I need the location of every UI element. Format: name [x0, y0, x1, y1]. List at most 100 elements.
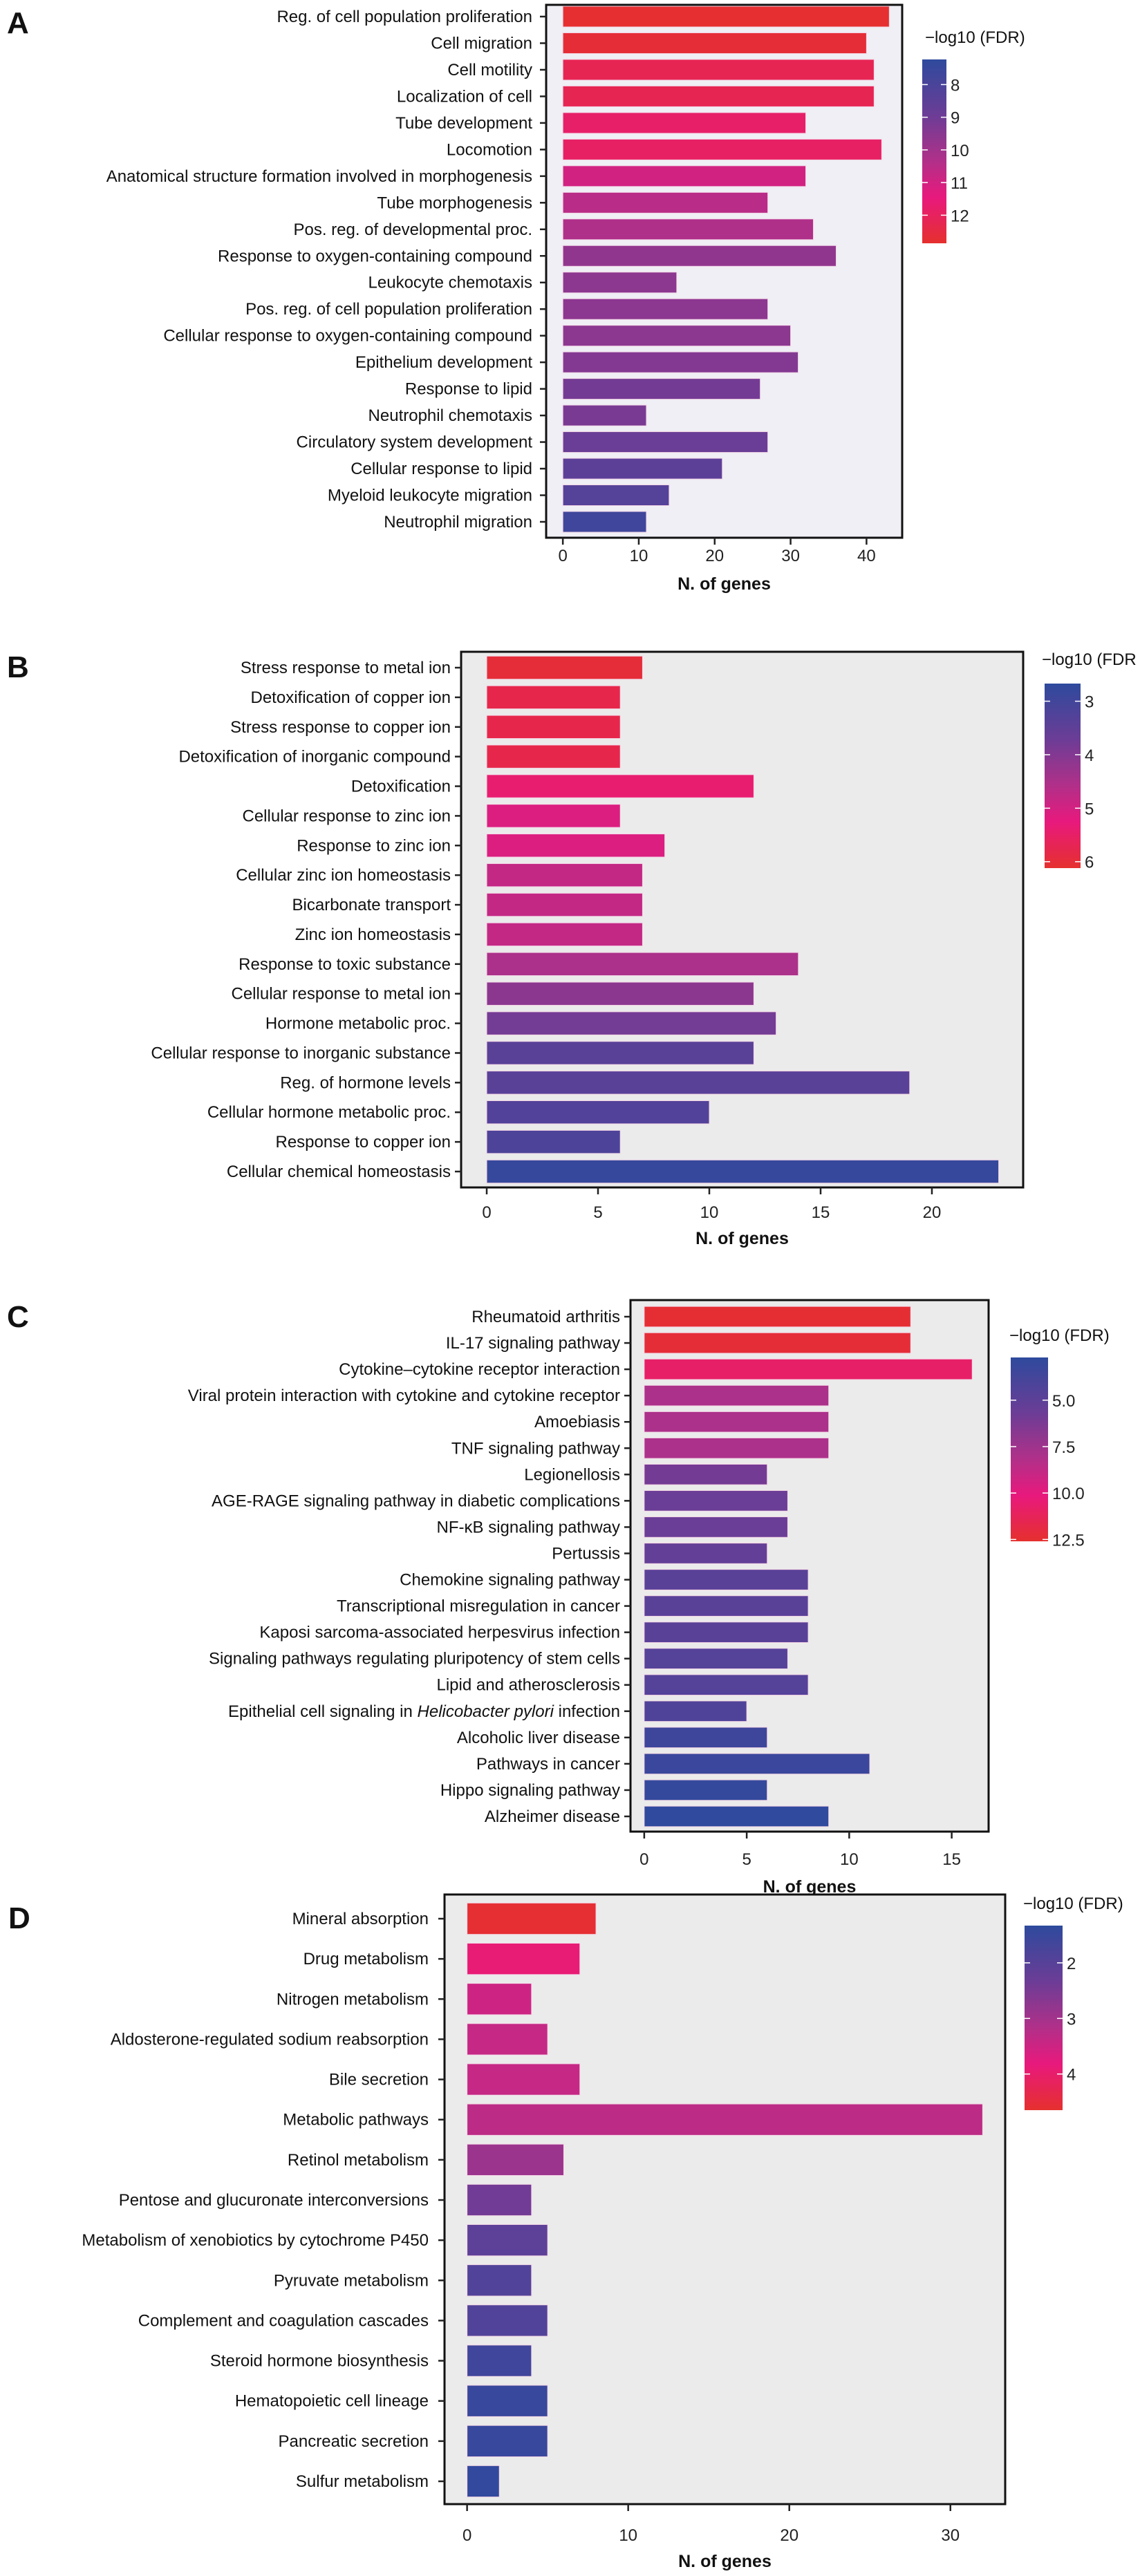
category-label: Response to lipid: [405, 380, 532, 399]
category-label: Pentose and glucuronate interconversions: [119, 2191, 429, 2210]
category-label: Cellular hormone metabolic proc.: [207, 1103, 451, 1122]
colorbar-tick-label: 4: [1085, 746, 1094, 765]
bar: [562, 165, 807, 187]
bar: [467, 2425, 548, 2458]
bar: [644, 1805, 830, 1827]
category-label: Reg. of cell population proliferation: [277, 8, 532, 26]
category-label: Cell motility: [447, 61, 532, 79]
category-label: Cellular response to lipid: [351, 460, 532, 478]
bar: [562, 218, 814, 241]
bar: [562, 458, 723, 480]
x-tick-label: 30: [941, 2526, 960, 2545]
x-tick-label: 20: [705, 547, 724, 565]
x-axis-title: N. of genes: [763, 1877, 857, 1897]
bar: [486, 1100, 710, 1125]
bar: [467, 2103, 983, 2136]
bar: [486, 1011, 777, 1035]
category-label: Epithelium development: [355, 353, 532, 372]
colorbar-title: −log10 (FDR: [1042, 650, 1137, 669]
x-tick-label: 5: [742, 1850, 751, 1869]
category-label: TNF signaling pathway: [451, 1439, 620, 1458]
bar: [467, 2183, 532, 2217]
category-label: Retinol metabolism: [288, 2151, 429, 2170]
bar: [562, 485, 670, 507]
bar: [644, 1437, 830, 1459]
colorbar-tick-label: 3: [1067, 2010, 1076, 2029]
category-label: Legionellosis: [524, 1465, 620, 1484]
bar: [562, 32, 867, 54]
category-label: Cell migration: [431, 34, 532, 53]
x-tick-label: 15: [942, 1850, 961, 1869]
category-label: Steroid hormone biosynthesis: [210, 2352, 429, 2371]
category-label: Neutrophil migration: [384, 513, 532, 532]
bar: [486, 655, 643, 680]
panel-label: D: [8, 1901, 30, 1935]
x-axis-title: N. of genes: [678, 574, 771, 594]
panel-label: C: [7, 1300, 29, 1334]
category-label: Response to oxygen-containing compound: [218, 247, 532, 265]
panel-label: A: [7, 6, 29, 40]
category-label: Tube development: [395, 114, 532, 133]
colorbar-title: −log10 (FDR): [1023, 1895, 1123, 1913]
category-label: Anatomical structure formation involved …: [106, 167, 532, 186]
bar: [644, 1621, 809, 1643]
bar: [562, 325, 792, 347]
colorbar-tick-label: 4: [1067, 2066, 1076, 2085]
category-label: Drug metabolism: [303, 1950, 429, 1968]
category-label: Pyruvate metabolism: [274, 2271, 429, 2290]
category-label: Alcoholic liver disease: [457, 1729, 620, 1747]
bar: [562, 431, 769, 453]
plot-area: [460, 650, 1025, 1189]
category-label: Response to zinc ion: [297, 836, 451, 855]
category-label: Bicarbonate transport: [292, 896, 451, 914]
colorbar-title: −log10 (FDR): [925, 28, 1025, 47]
category-label: Leukocyte chemotaxis: [368, 274, 532, 292]
bar: [644, 1463, 768, 1485]
bar: [644, 1674, 809, 1696]
bar: [486, 922, 643, 947]
bar: [644, 1306, 911, 1328]
bar: [644, 1543, 768, 1564]
category-label: Kaposi sarcoma-associated herpesvirus in…: [259, 1624, 620, 1642]
x-tick-label: 5: [593, 1203, 602, 1222]
x-tick-label: 40: [857, 547, 876, 565]
colorbar-title: −log10 (FDR): [1009, 1326, 1110, 1345]
category-label: Cytokine–cytokine receptor interaction: [339, 1360, 620, 1379]
category-label: Hematopoietic cell lineage: [235, 2392, 429, 2411]
bar: [467, 2063, 581, 2096]
category-label: Cellular response to zinc ion: [243, 807, 451, 825]
category-label: Circulatory system development: [297, 433, 533, 452]
bar: [562, 59, 875, 81]
category-label: Cellular chemical homeostasis: [227, 1163, 451, 1181]
category-label: Signaling pathways regulating pluripoten…: [209, 1650, 620, 1668]
colorbar-tick-label: 6: [1085, 854, 1094, 872]
category-label: Detoxification: [351, 778, 451, 796]
category-label: Pos. reg. of cell population proliferati…: [245, 300, 532, 319]
category-label: Bile secretion: [329, 2071, 429, 2089]
bar: [644, 1779, 768, 1801]
category-label: Tube morphogenesis: [377, 194, 532, 212]
bar: [644, 1727, 768, 1749]
category-label: Epithelial cell signaling in Helicobacte…: [228, 1702, 620, 1721]
bar: [644, 1516, 788, 1538]
panel-label: B: [7, 650, 29, 684]
bar: [644, 1595, 809, 1617]
colorbar: [1025, 1926, 1063, 2110]
bar: [486, 744, 621, 769]
x-tick-label: 30: [781, 547, 800, 565]
category-label: Aldosterone-regulated sodium reabsorptio…: [111, 2030, 429, 2049]
colorbar-tick-label: 5: [1085, 800, 1094, 818]
colorbar-tick-label: 7.5: [1052, 1438, 1075, 1457]
category-label: Detoxification of copper ion: [251, 688, 451, 707]
bar: [486, 834, 666, 858]
colorbar: [1045, 684, 1081, 868]
category-label: Sulfur metabolism: [296, 2472, 429, 2491]
category-label: NF-κB signaling pathway: [437, 1518, 620, 1536]
category-label: Metabolism of xenobiotics by cytochrome …: [82, 2231, 429, 2250]
bar: [644, 1490, 788, 1512]
colorbar-tick-label: 10.0: [1052, 1485, 1085, 1503]
category-label: Amoebiasis: [534, 1413, 620, 1431]
colorbar: [1011, 1357, 1048, 1541]
x-tick-label: 10: [700, 1203, 719, 1222]
bar: [562, 511, 647, 533]
